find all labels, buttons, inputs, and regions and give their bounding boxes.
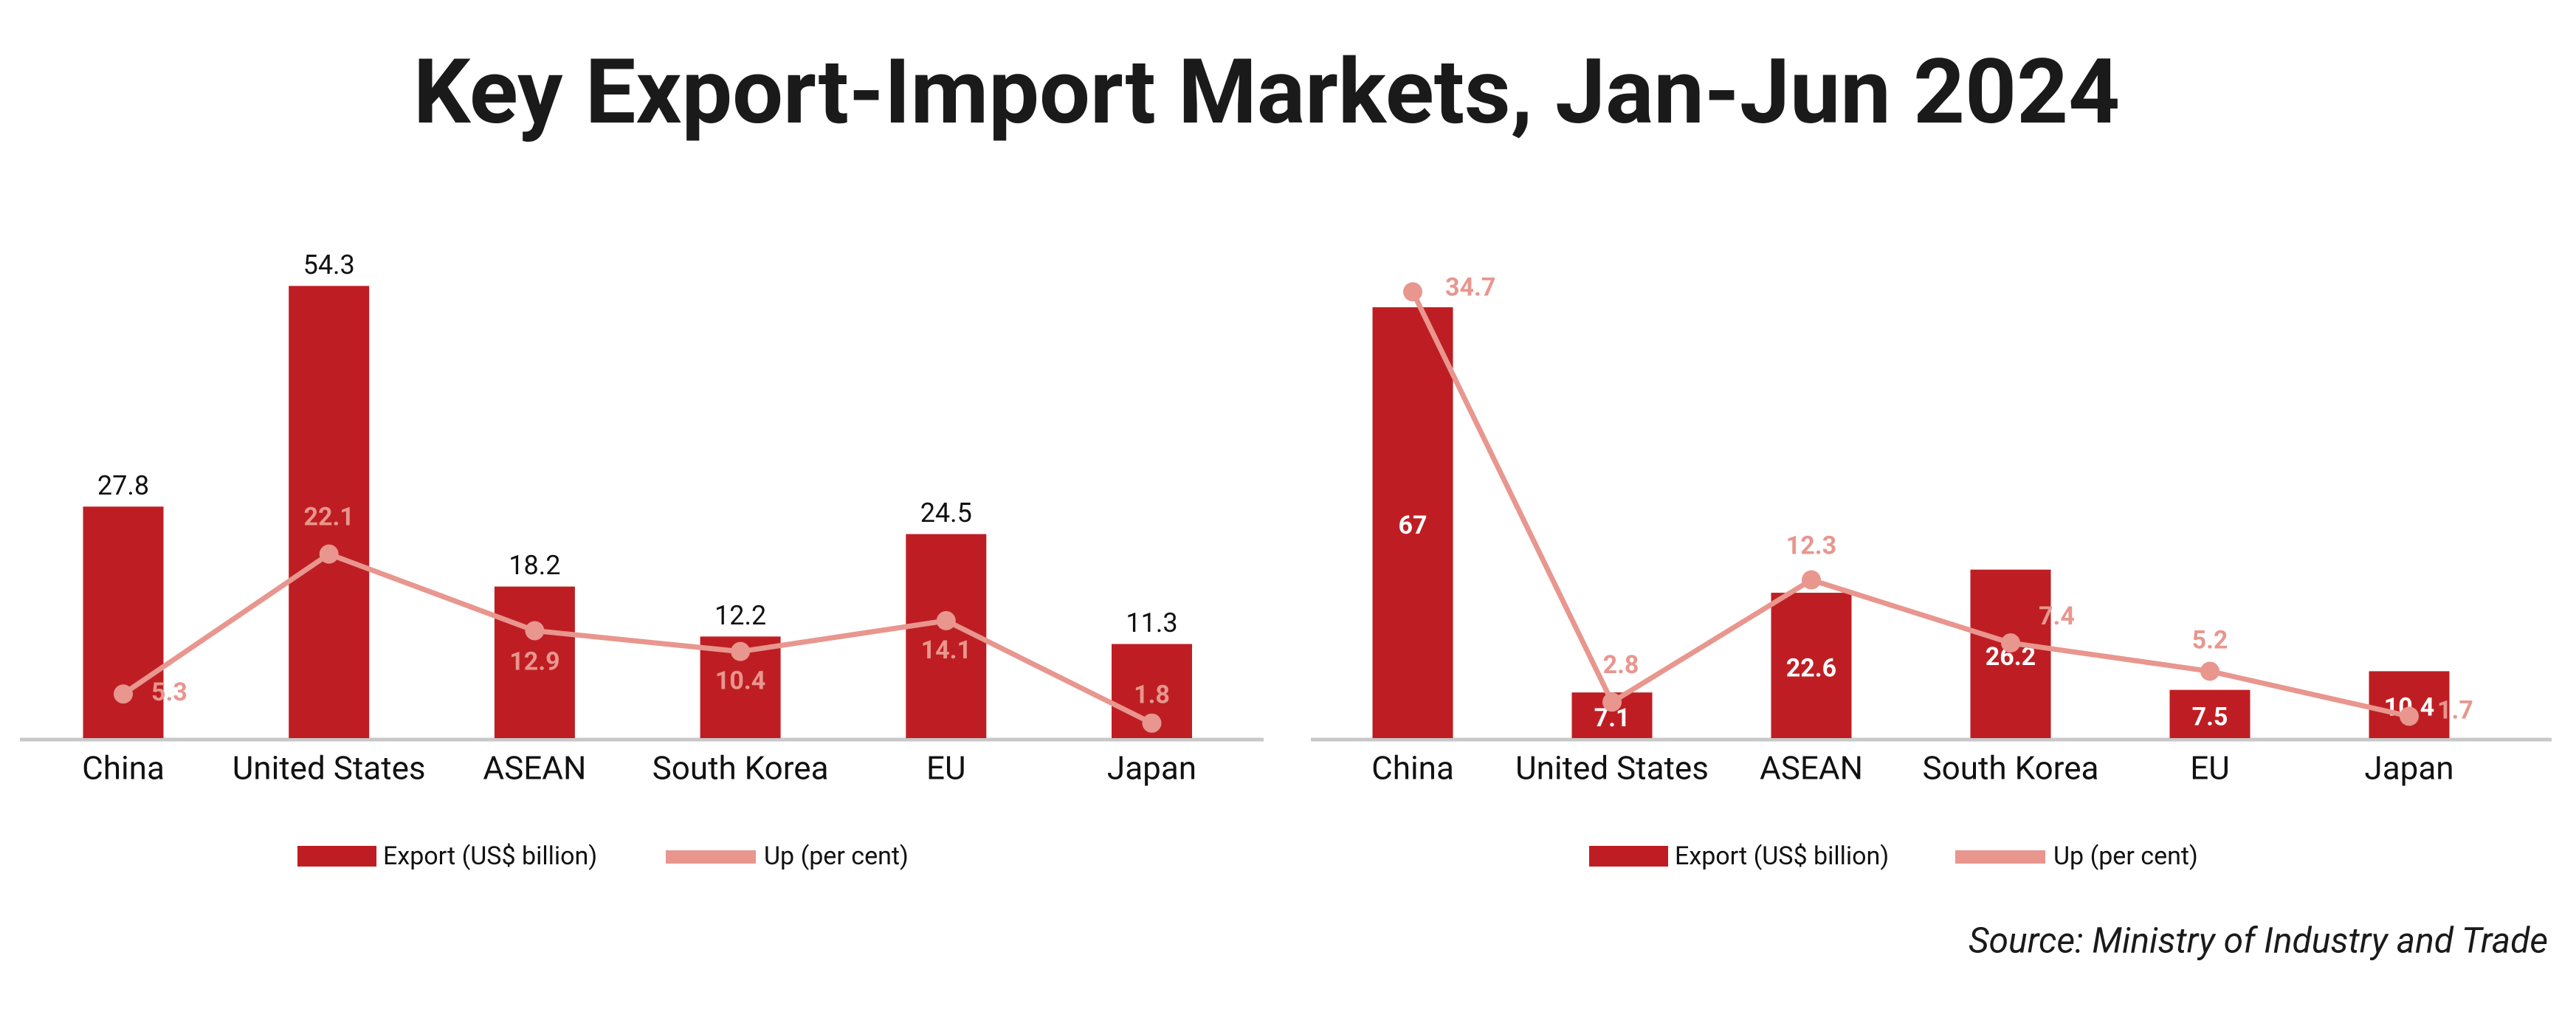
bar	[494, 586, 575, 738]
source: Source: Ministry of Industry and Trade	[1969, 920, 2548, 962]
legend-swatch	[1955, 850, 2045, 864]
line-value-label: 1.7	[2437, 695, 2473, 725]
line-point	[731, 641, 751, 661]
legend-swatch	[666, 850, 756, 864]
line-point	[1403, 282, 1422, 302]
line-point	[2200, 661, 2219, 681]
bar-value-label: 12.2	[714, 600, 766, 631]
line-point	[1802, 570, 1821, 590]
title: Key Export-Import Markets, Jan-Jun 2024	[413, 39, 2120, 145]
legend-label: Up (per cent)	[2053, 841, 2198, 871]
x-tick-label: ASEAN	[483, 749, 586, 788]
bar	[2169, 689, 2250, 738]
x-tick-label: South Korea	[652, 749, 829, 788]
line-value-label: 5.2	[2192, 625, 2228, 655]
x-tick-label: United States	[1515, 749, 1709, 788]
bar-value-label: 22.6	[1786, 654, 1836, 683]
x-tick-label: EU	[926, 749, 966, 788]
x-tick-label: United States	[233, 749, 426, 788]
line-value-label: 34.7	[1445, 272, 1495, 302]
line-value-label: 10.4	[715, 667, 765, 696]
x-tick-label: China	[82, 749, 165, 788]
line-point	[1602, 692, 1622, 712]
line-point	[1142, 713, 1162, 733]
line-value-label: 5.3	[151, 678, 187, 707]
line-value-label: 14.1	[921, 636, 971, 665]
x-tick-label: China	[1371, 749, 1454, 788]
line-value-label: 7.4	[2039, 602, 2075, 631]
line-point	[525, 621, 545, 641]
line	[122, 551, 1154, 726]
legend-swatch	[1589, 846, 1668, 867]
x-tick-label: Japan	[1107, 749, 1196, 788]
line-point	[319, 544, 339, 564]
bar	[289, 286, 370, 738]
bar-value-label: 7.5	[2192, 702, 2228, 731]
legend-label: Export (US$ billion)	[1675, 841, 1889, 871]
x-tick-label: ASEAN	[1760, 749, 1863, 788]
x-tick-label: South Korea	[1923, 749, 2099, 788]
bar	[1970, 569, 2051, 738]
legend-label: Export (US$ billion)	[383, 841, 597, 871]
x-tick-label: Japan	[2364, 749, 2453, 788]
line-value-label: 1.8	[1134, 681, 1170, 710]
line-point	[114, 684, 133, 704]
line-value-label: 12.9	[509, 647, 559, 676]
line-point	[2001, 633, 2020, 653]
bar	[1771, 593, 1852, 738]
line	[1410, 290, 2410, 719]
bar-value-label: 11.3	[1126, 607, 1177, 638]
bar-value-label: 24.5	[920, 497, 972, 528]
legend-swatch	[297, 846, 376, 867]
bar	[2369, 671, 2450, 738]
x-tick-label: EU	[2190, 749, 2230, 788]
bar	[1372, 307, 1453, 738]
legend-label: Up (per cent)	[764, 841, 909, 871]
bar-value-label: 67	[1398, 511, 1427, 540]
line-point	[2400, 706, 2419, 726]
bar-value-label: 27.8	[97, 470, 149, 501]
line-value-label: 2.8	[1603, 650, 1639, 680]
line-value-label: 22.1	[304, 503, 354, 532]
bar-value-label: 18.2	[509, 550, 560, 581]
line-value-label: 12.3	[1786, 531, 1836, 561]
bar-value-label: 54.3	[303, 249, 355, 280]
line-point	[936, 610, 956, 630]
